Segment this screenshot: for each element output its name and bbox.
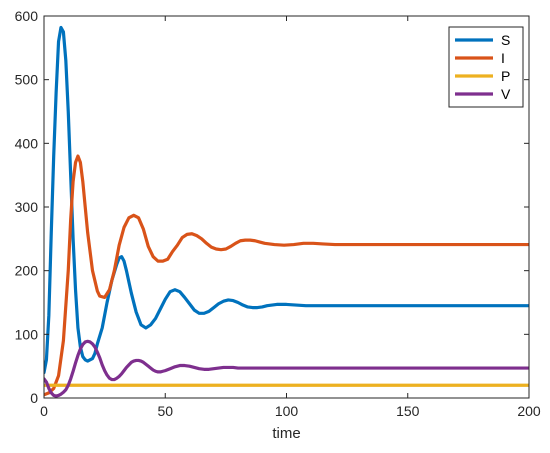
- y-tick-label: 500: [15, 72, 39, 88]
- legend-label-i: I: [501, 50, 505, 66]
- y-tick-label: 200: [15, 263, 39, 279]
- x-tick-label: 150: [396, 403, 420, 419]
- series-line-s: [44, 25, 529, 375]
- x-tick-label: 100: [275, 403, 299, 419]
- y-tick-label: 300: [15, 199, 39, 215]
- y-tick-label: 0: [30, 390, 38, 406]
- series-layer: [44, 25, 529, 398]
- legend-label-p: P: [501, 68, 510, 84]
- series-line-i: [44, 154, 529, 397]
- y-tick-label: 100: [15, 326, 39, 342]
- series-line-v: [44, 339, 529, 398]
- y-tick-label: 400: [15, 135, 39, 151]
- y-tick-label: 600: [15, 8, 39, 24]
- x-axis-label: time: [272, 425, 300, 442]
- tick-layer: 0 50 100 150 200 0 100 200 300 400 500 600: [15, 8, 541, 419]
- legend-label-s: S: [501, 32, 510, 48]
- x-tick-label: 200: [517, 403, 541, 419]
- x-tick-label: 0: [40, 403, 48, 419]
- legend-label-v: V: [501, 86, 511, 102]
- x-tick-label: 50: [157, 403, 173, 419]
